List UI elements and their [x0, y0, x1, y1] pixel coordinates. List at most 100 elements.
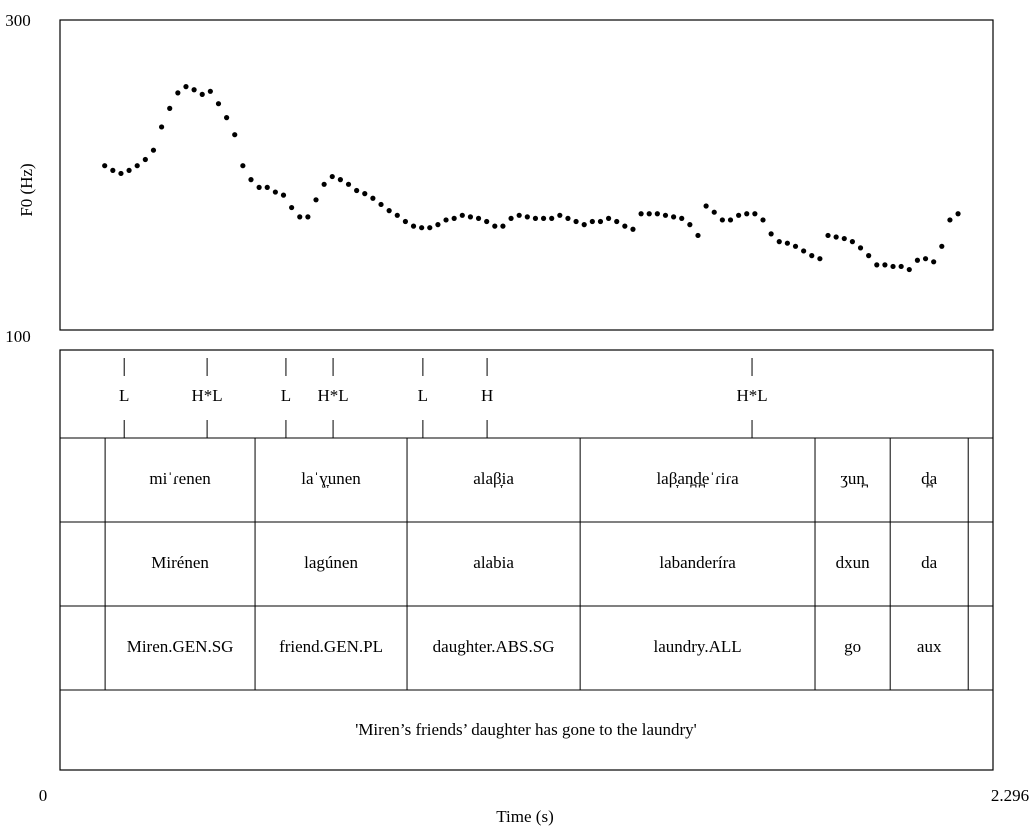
- f0-point: [524, 214, 530, 220]
- interval-label: aux: [917, 637, 942, 656]
- x-tick-label: 2.296: [991, 786, 1029, 805]
- tier-frame: [59, 349, 994, 771]
- f0-point: [687, 222, 693, 228]
- f0-point: [703, 203, 709, 209]
- f0-point: [638, 211, 644, 217]
- interval-label: go: [844, 637, 861, 656]
- f0-point: [158, 124, 165, 130]
- f0-point: [419, 225, 425, 231]
- f0-point: [605, 215, 612, 221]
- f0-point: [516, 212, 522, 218]
- f0-point: [443, 217, 449, 223]
- f0-point: [329, 173, 335, 180]
- f0-point: [248, 177, 254, 183]
- f0-point: [362, 191, 368, 197]
- f0-point: [484, 218, 490, 225]
- f0-point: [224, 115, 230, 121]
- f0-point: [646, 211, 652, 217]
- f0-point: [654, 211, 660, 217]
- f0-point: [394, 212, 400, 218]
- f0-point: [776, 239, 782, 245]
- f0-point: [898, 263, 904, 270]
- f0-point: [337, 177, 343, 183]
- f0-point: [955, 211, 961, 217]
- y-tick-label: 100: [5, 327, 31, 346]
- f0-point: [882, 262, 888, 268]
- f0-point: [622, 223, 628, 229]
- interval-label: ʒun̪: [840, 469, 869, 489]
- f0-point: [565, 215, 571, 221]
- f0-point: [280, 192, 287, 198]
- f0-point: [134, 163, 140, 169]
- f0-point: [581, 222, 587, 228]
- f0-point: [614, 218, 620, 225]
- f0-point: [833, 234, 839, 240]
- f0-point: [532, 215, 539, 221]
- interval-label: miˈɾenen: [149, 469, 211, 488]
- f0-point: [402, 218, 409, 225]
- interval-label: friend.GEN.PL: [279, 637, 383, 656]
- x-tick-label: 0: [39, 786, 48, 805]
- f0-point: [906, 266, 912, 273]
- f0-point: [207, 88, 213, 94]
- f0-point: [736, 212, 742, 218]
- interval-label: Miren.GEN.SG: [127, 637, 234, 656]
- f0-point: [297, 214, 303, 220]
- interval-label: da: [921, 553, 938, 572]
- f0-point: [175, 90, 181, 96]
- f0-point: [386, 208, 392, 214]
- f0-point: [370, 195, 376, 201]
- interval-label: labanderíra: [659, 553, 736, 572]
- f0-point: [540, 215, 547, 221]
- f0-point: [931, 259, 937, 265]
- tone-label: H*L: [192, 386, 223, 405]
- f0-point: [662, 212, 669, 218]
- f0-point: [256, 184, 262, 190]
- f0-point: [711, 209, 717, 215]
- interval-label: daughter.ABS.SG: [433, 637, 555, 656]
- y-tick-label: 300: [5, 11, 31, 30]
- interval-label: laˈɣ̞unen: [301, 469, 361, 488]
- interval-label: Mirénen: [151, 553, 209, 572]
- f0-point: [508, 215, 514, 221]
- f0-point: [313, 197, 319, 203]
- f0-point: [410, 223, 417, 229]
- f0-point: [549, 215, 555, 221]
- f0-point: [573, 218, 579, 225]
- translation: 'Miren’s friends’ daughter has gone to t…: [355, 720, 696, 739]
- y-axis-label: F0 (Hz): [17, 163, 36, 216]
- f0-point: [792, 243, 799, 249]
- f0-point: [126, 167, 132, 173]
- f0-point: [191, 87, 197, 93]
- f0-point: [744, 211, 750, 217]
- f0-point: [784, 240, 790, 246]
- interval-label: d̪a: [921, 469, 938, 489]
- f0-point: [475, 215, 482, 221]
- f0-point: [345, 181, 352, 187]
- f0-point: [232, 132, 238, 138]
- f0-point: [874, 262, 880, 268]
- interval-label: alaβ̞ia: [473, 469, 514, 488]
- tone-label: L: [119, 386, 129, 405]
- f0-point: [150, 147, 157, 153]
- f0-point: [492, 223, 498, 229]
- f0-point: [240, 163, 246, 169]
- tone-label: L: [418, 386, 428, 405]
- tone-label: H*L: [736, 386, 767, 405]
- f0-point: [914, 257, 921, 263]
- f0-point: [435, 222, 441, 228]
- f0-point: [167, 105, 173, 111]
- f0-point: [719, 217, 725, 223]
- f0-point: [817, 256, 823, 262]
- f0-point: [727, 217, 734, 223]
- f0-point: [695, 232, 701, 239]
- f0-point: [215, 101, 222, 107]
- f0-point: [427, 225, 433, 231]
- f0-point: [199, 91, 205, 97]
- f0-point: [289, 204, 295, 211]
- f0-point: [825, 232, 831, 239]
- f0-point: [922, 256, 929, 262]
- f0-point: [849, 239, 855, 245]
- tone-label: L: [281, 386, 291, 405]
